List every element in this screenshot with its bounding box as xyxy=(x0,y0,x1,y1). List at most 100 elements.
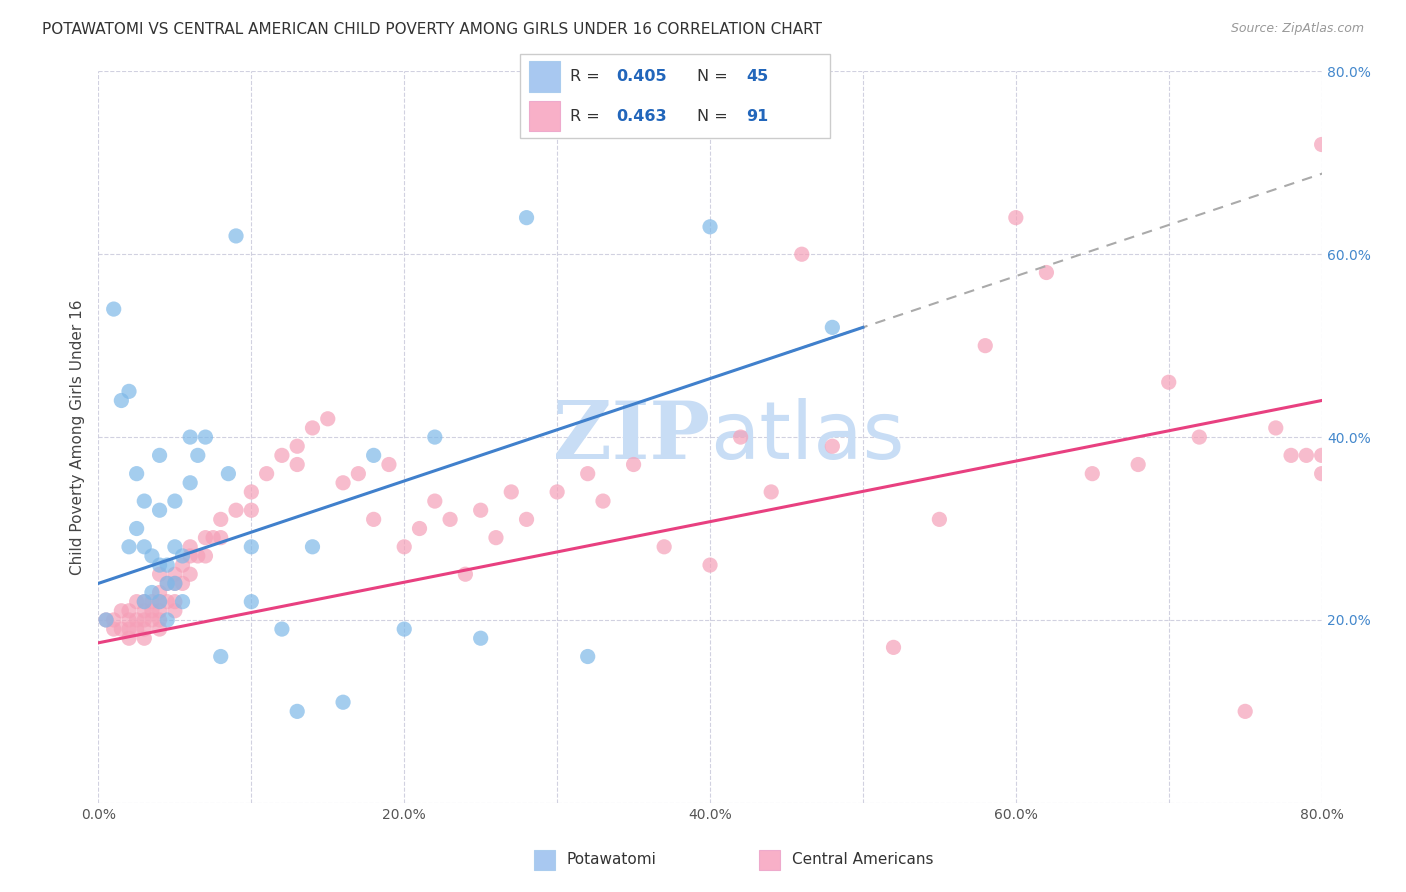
Point xyxy=(141,604,163,618)
FancyBboxPatch shape xyxy=(530,101,561,131)
Point xyxy=(1234,705,1257,719)
Point xyxy=(141,594,163,608)
Point xyxy=(172,549,194,563)
Point xyxy=(1310,137,1333,152)
Point xyxy=(516,211,538,225)
Point xyxy=(699,219,721,234)
Point xyxy=(408,521,430,535)
Point xyxy=(179,540,201,554)
Point xyxy=(439,512,461,526)
Point xyxy=(270,622,292,636)
Point xyxy=(172,594,194,608)
Point xyxy=(194,531,217,545)
Point xyxy=(240,540,263,554)
Y-axis label: Child Poverty Among Girls Under 16: Child Poverty Among Girls Under 16 xyxy=(70,300,86,574)
Point xyxy=(285,705,308,719)
Point xyxy=(363,512,385,526)
Text: R =: R = xyxy=(569,109,605,124)
Point xyxy=(134,540,156,554)
Point xyxy=(118,632,141,646)
Point xyxy=(103,622,125,636)
Point xyxy=(821,439,844,453)
Point xyxy=(187,449,209,463)
FancyBboxPatch shape xyxy=(520,54,830,138)
Point xyxy=(94,613,117,627)
Point xyxy=(516,512,538,526)
Point xyxy=(225,503,247,517)
Point xyxy=(576,649,599,664)
Point xyxy=(149,567,172,582)
Point xyxy=(501,485,523,500)
Point xyxy=(423,430,446,444)
Point xyxy=(187,549,209,563)
Point xyxy=(163,494,186,508)
Point xyxy=(149,585,172,599)
Point xyxy=(134,594,156,608)
Text: R =: R = xyxy=(569,69,605,84)
Point xyxy=(623,458,645,472)
Point xyxy=(576,467,599,481)
Point xyxy=(163,604,186,618)
Text: POTAWATOMI VS CENTRAL AMERICAN CHILD POVERTY AMONG GIRLS UNDER 16 CORRELATION CH: POTAWATOMI VS CENTRAL AMERICAN CHILD POV… xyxy=(42,22,823,37)
Text: atlas: atlas xyxy=(710,398,904,476)
Point xyxy=(1081,467,1104,481)
Point xyxy=(163,567,186,582)
Point xyxy=(163,576,186,591)
Point xyxy=(546,485,568,500)
Point xyxy=(118,613,141,627)
Point xyxy=(217,467,239,481)
Point xyxy=(1188,430,1211,444)
Point xyxy=(209,649,232,664)
Point xyxy=(134,622,156,636)
Point xyxy=(1035,266,1057,280)
Text: ZIP: ZIP xyxy=(553,398,710,476)
Point xyxy=(149,622,172,636)
Point xyxy=(423,494,446,508)
Point xyxy=(149,613,172,627)
Point xyxy=(179,549,201,563)
Point xyxy=(134,604,156,618)
Point xyxy=(149,594,172,608)
Point xyxy=(256,467,278,481)
Point xyxy=(134,632,156,646)
Text: N =: N = xyxy=(696,69,733,84)
Point xyxy=(928,512,950,526)
Point xyxy=(141,613,163,627)
Point xyxy=(392,540,416,554)
Point xyxy=(156,576,179,591)
Point xyxy=(225,228,247,243)
Point xyxy=(118,604,141,618)
Point xyxy=(125,622,148,636)
Point xyxy=(347,467,370,481)
Text: 0.463: 0.463 xyxy=(616,109,666,124)
Point xyxy=(1128,458,1150,472)
Point xyxy=(156,613,179,627)
Point xyxy=(149,449,172,463)
Point xyxy=(1310,449,1333,463)
Point xyxy=(125,594,148,608)
Point xyxy=(149,558,172,573)
Point xyxy=(103,613,125,627)
Point xyxy=(209,512,232,526)
Point xyxy=(156,594,179,608)
Point xyxy=(1295,449,1317,463)
Point xyxy=(179,430,201,444)
Point xyxy=(103,301,125,317)
Point xyxy=(301,421,323,435)
Point xyxy=(1279,449,1302,463)
Point xyxy=(240,485,263,500)
Point xyxy=(149,604,172,618)
Point xyxy=(1157,376,1180,390)
Point xyxy=(149,594,172,608)
Point xyxy=(110,604,132,618)
Point xyxy=(470,632,492,646)
Point xyxy=(240,503,263,517)
Point xyxy=(592,494,614,508)
Point xyxy=(652,540,675,554)
Point xyxy=(270,449,292,463)
Text: Potawatomi: Potawatomi xyxy=(567,853,657,867)
Point xyxy=(163,576,186,591)
Point xyxy=(363,449,385,463)
Point xyxy=(125,521,148,535)
Point xyxy=(1264,421,1286,435)
